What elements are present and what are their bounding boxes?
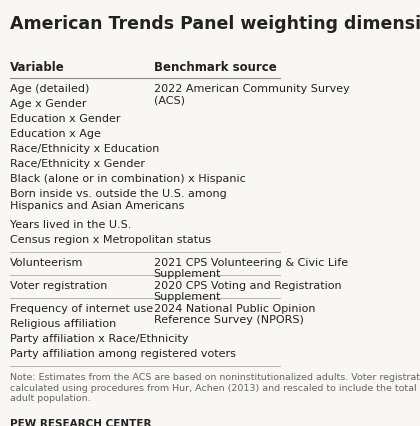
Text: Party affiliation x Race/Ethnicity: Party affiliation x Race/Ethnicity (10, 333, 189, 343)
Text: Black (alone or in combination) x Hispanic: Black (alone or in combination) x Hispan… (10, 174, 246, 184)
Text: Years lived in the U.S.: Years lived in the U.S. (10, 219, 131, 229)
Text: Party affiliation among registered voters: Party affiliation among registered voter… (10, 348, 236, 358)
Text: Education x Gender: Education x Gender (10, 114, 121, 124)
Text: Age x Gender: Age x Gender (10, 98, 87, 109)
Text: 2022 American Community Survey
(ACS): 2022 American Community Survey (ACS) (154, 83, 349, 105)
Text: PEW RESEARCH CENTER: PEW RESEARCH CENTER (10, 418, 152, 426)
Text: Census region x Metropolitan status: Census region x Metropolitan status (10, 234, 211, 244)
Text: Age (detailed): Age (detailed) (10, 83, 89, 93)
Text: 2024 National Public Opinion
Reference Survey (NPORS): 2024 National Public Opinion Reference S… (154, 303, 315, 325)
Text: Voter registration: Voter registration (10, 280, 108, 290)
Text: Variable: Variable (10, 61, 65, 74)
Text: Note: Estimates from the ACS are based on noninstitutionalized adults. Voter reg: Note: Estimates from the ACS are based o… (10, 372, 420, 402)
Text: 2020 CPS Voting and Registration
Supplement: 2020 CPS Voting and Registration Supplem… (154, 280, 341, 302)
Text: Race/Ethnicity x Gender: Race/Ethnicity x Gender (10, 159, 145, 169)
Text: Religious affiliation: Religious affiliation (10, 318, 116, 328)
Text: Volunteerism: Volunteerism (10, 257, 84, 267)
Text: Education x Age: Education x Age (10, 129, 101, 138)
Text: Benchmark source: Benchmark source (154, 61, 276, 74)
Text: American Trends Panel weighting dimensions: American Trends Panel weighting dimensio… (10, 15, 420, 33)
Text: Born inside vs. outside the U.S. among
Hispanics and Asian Americans: Born inside vs. outside the U.S. among H… (10, 189, 227, 210)
Text: Race/Ethnicity x Education: Race/Ethnicity x Education (10, 144, 159, 154)
Text: Frequency of internet use: Frequency of internet use (10, 303, 153, 313)
Text: 2021 CPS Volunteering & Civic Life
Supplement: 2021 CPS Volunteering & Civic Life Suppl… (154, 257, 348, 279)
